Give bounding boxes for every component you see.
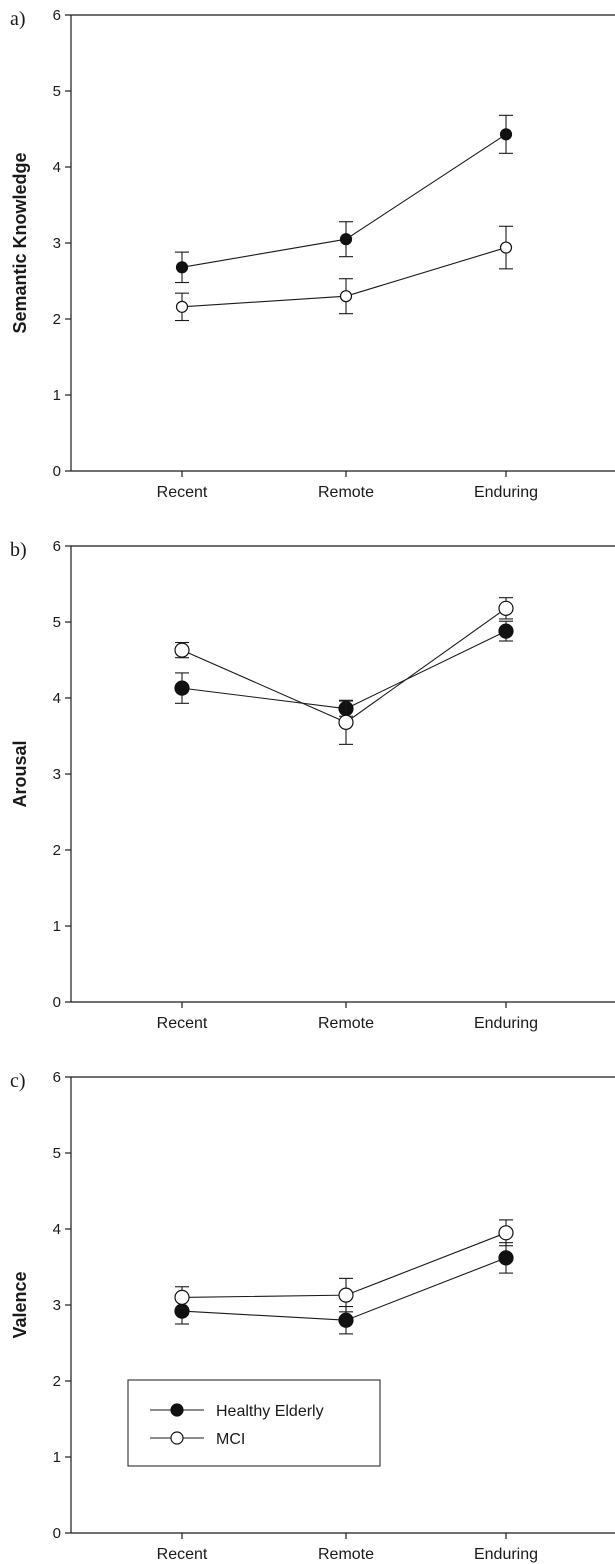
y-tick-label: 0 (53, 994, 61, 1011)
legend-box (127, 1379, 381, 1467)
data-point-open (338, 1287, 354, 1303)
data-point-open (338, 714, 354, 730)
panel-letter: a) (10, 8, 26, 30)
y-tick-label: 3 (53, 235, 61, 252)
y-tick-label: 4 (53, 690, 61, 707)
x-tick-label: Remote (318, 1015, 374, 1032)
y-axis-label: Valence (10, 1271, 30, 1338)
y-tick-label: 4 (53, 1221, 61, 1238)
data-point-filled (175, 261, 189, 274)
x-tick-label: Recent (157, 484, 208, 501)
x-tick-label: Remote (318, 484, 374, 501)
y-tick-label: 5 (53, 614, 61, 631)
series-line (181, 1232, 507, 1298)
y-tick-label: 3 (53, 766, 61, 783)
legend-marker-filled (170, 1403, 184, 1417)
series-line (181, 133, 507, 268)
chart-panel-3: 0 1 2 3 4 5 6 Recent Remote Enduring Valence c) Heal… (10, 1069, 615, 1563)
legend-label: Healthy Elderly (216, 1403, 324, 1420)
y-tick-label: 0 (53, 1525, 61, 1542)
y-tick-label: 1 (53, 387, 61, 404)
data-point-filled (498, 1250, 514, 1266)
y-axis-label: Semantic Knowledge (10, 152, 30, 333)
x-tick-label: Recent (157, 1546, 208, 1563)
data-point-open (175, 300, 189, 313)
legend-label: MCI (216, 1431, 245, 1448)
y-tick-label: 3 (53, 1297, 61, 1314)
y-tick-label: 5 (53, 83, 61, 100)
y-tick-label: 1 (53, 918, 61, 935)
y-tick-label: 2 (53, 1373, 61, 1390)
data-point-filled (498, 623, 514, 639)
panel-letter: c) (10, 1070, 26, 1092)
panel-letter: b) (10, 539, 27, 561)
x-tick-label: Enduring (474, 1015, 538, 1032)
y-tick-label: 1 (53, 1449, 61, 1466)
chart-panel-2: 0 1 2 3 4 5 6 Recent Remote Enduring Arousal b) (10, 538, 615, 1032)
data-point-open (499, 241, 513, 254)
data-point-filled (339, 233, 353, 246)
data-point-open (174, 1289, 190, 1306)
x-tick-label: Remote (318, 1546, 374, 1563)
data-point-filled (174, 680, 190, 696)
data-point-open (339, 290, 353, 303)
chart-panel-1: 0 1 2 3 4 5 6 Recent Remote Enduring Semantic Know… (10, 7, 615, 501)
legend-marker-open (170, 1431, 184, 1445)
data-point-filled (338, 1312, 354, 1328)
data-point-open (498, 600, 514, 616)
y-tick-label: 5 (53, 1145, 61, 1162)
y-tick-label: 6 (53, 538, 61, 555)
y-tick-label: 4 (53, 159, 61, 176)
data-point-open (498, 1225, 514, 1241)
x-tick-label: Enduring (474, 1546, 538, 1563)
legend: Healthy Elderly MCI (127, 1379, 381, 1467)
y-tick-label: 2 (53, 842, 61, 859)
y-tick-label: 6 (53, 7, 61, 24)
data-point-open (174, 642, 190, 658)
y-tick-label: 2 (53, 311, 61, 328)
x-tick-label: Enduring (474, 484, 538, 501)
data-point-filled (499, 128, 513, 141)
y-axis-label: Arousal (10, 740, 30, 807)
y-tick-label: 0 (53, 463, 61, 480)
y-tick-label: 6 (53, 1069, 61, 1086)
x-tick-label: Recent (157, 1015, 208, 1032)
